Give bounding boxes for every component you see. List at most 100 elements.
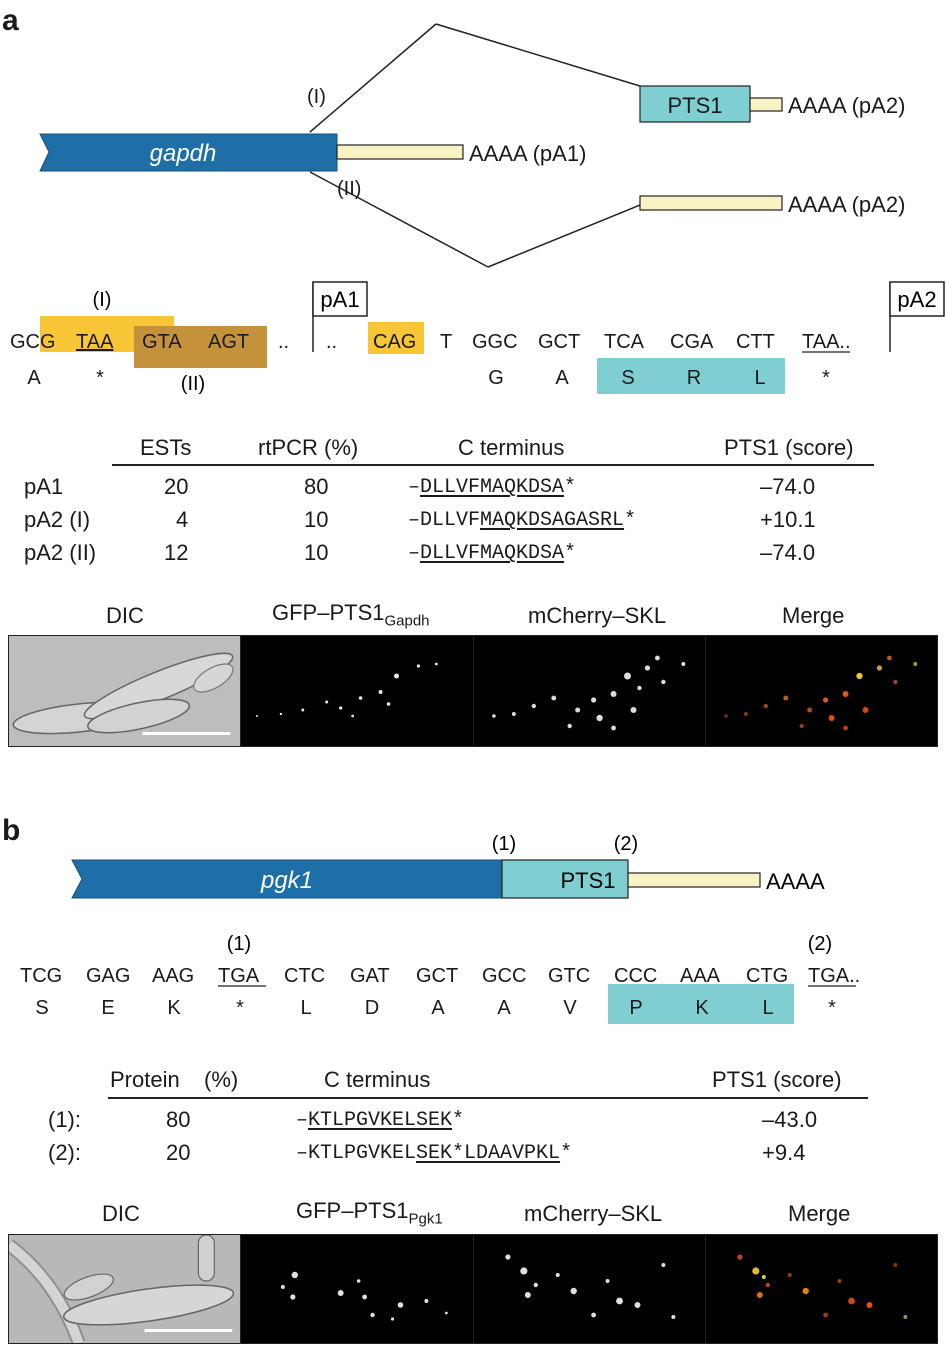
cterm-underlined: DLLVFMAQKDSA <box>420 542 565 565</box>
panel-b-gene-diagram: (1) (2) pgk1 PTS1 AAAA <box>71 833 825 899</box>
pA2-tail-top-label: AAAA (pA2) <box>788 93 905 118</box>
highlight-II <box>134 326 267 368</box>
image-label-mcherry: mCherry–SKL <box>528 603 667 628</box>
pgk1-exon <box>71 859 503 899</box>
gapdh-exon <box>39 133 338 172</box>
panel-b-label: b <box>2 814 21 847</box>
codon: CTT <box>736 331 775 353</box>
gfp-subscript: Pgk1 <box>408 1210 443 1228</box>
pA2-tail-bottom-label: AAAA (pA2) <box>788 192 905 217</box>
amino-acid: V <box>563 997 577 1019</box>
amino-acid: L <box>300 997 311 1019</box>
row-ests: 20 <box>164 474 189 499</box>
codon: TCA <box>604 331 645 353</box>
mcherry-image-a <box>473 636 706 746</box>
highlight-CAG <box>368 322 424 354</box>
splice-line-I-down <box>435 23 641 87</box>
amino-acid: A <box>497 997 511 1019</box>
splice-line-II-down <box>309 171 489 268</box>
panel-a-gene-diagram: gapdh AAAA (pA1) (I) (II) PTS1 AAAA (pA2… <box>39 23 905 268</box>
cterm-prefix: – <box>296 1109 309 1132</box>
codon: GTA <box>142 331 182 353</box>
pgk1-label: pgk1 <box>260 867 313 894</box>
pts1-label-a: PTS1 <box>667 93 722 118</box>
codon: CTG <box>746 965 788 987</box>
pA1-utr <box>336 144 464 160</box>
codon: GAG <box>86 965 130 987</box>
table-a-header-score: PTS1 (score) <box>724 435 854 460</box>
codon-row-b: TCG GAG AAG TGA CTC GAT GCT GCC GTC CCC … <box>20 965 860 987</box>
mark-1-label: (1) <box>492 833 516 855</box>
panel-a-micrographs <box>8 635 938 747</box>
table-b-rule <box>108 1097 868 1099</box>
codon: CGA <box>670 331 714 353</box>
amino-acid: R <box>687 367 701 389</box>
amino-acid: E <box>101 997 114 1019</box>
splice-line-I-up <box>309 23 437 133</box>
pA2-utr-bottom <box>639 195 783 211</box>
image-label-gfp: GFP–PTS1Gapdh <box>272 600 430 629</box>
amino-acid: * <box>96 367 104 389</box>
gfp-name: GFP–PTS1 <box>272 600 385 625</box>
pts1-label-b: PTS1 <box>560 868 615 893</box>
codon: AAG <box>152 965 194 987</box>
cterm-stop: * <box>564 542 577 565</box>
aa-row-a: A * G A S R L * <box>27 367 830 389</box>
cterm-stop: * <box>564 476 577 499</box>
cterm-prefix: –KTLPGVKEL <box>296 1142 417 1165</box>
amino-acid: L <box>762 997 773 1019</box>
gfp-image-b <box>241 1235 474 1343</box>
image-label-mcherry-b: mCherry–SKL <box>524 1201 663 1226</box>
codon: GCG <box>10 331 56 353</box>
amino-acid: * <box>822 367 830 389</box>
amino-acid: A <box>555 367 569 389</box>
codon: GTC <box>548 965 590 987</box>
cterm-underlined: SEK*LDAAVPKL <box>416 1142 561 1165</box>
amino-acid: A <box>27 367 41 389</box>
row-cterm: –DLLVFMAQKDSA* <box>408 544 576 564</box>
table-a-header-cterm: C terminus <box>458 435 565 460</box>
codon: GCC <box>482 965 526 987</box>
highlight-PKL <box>608 984 794 1024</box>
codon: TAA.. <box>802 331 851 353</box>
gfp-subscript: Gapdh <box>384 612 430 630</box>
row-label: pA2 (I) <box>24 507 91 532</box>
codon: GAT <box>350 965 390 987</box>
amino-acid: G <box>488 367 504 389</box>
image-label-merge-b: Merge <box>788 1201 851 1226</box>
row-score: –43.0 <box>762 1107 818 1132</box>
row-ests: 12 <box>164 540 189 565</box>
row-score: –74.0 <box>760 540 816 565</box>
codon-row-a: GCG TAA GTA AGT .. .. CAG T GGC GCT TCA … <box>10 331 851 353</box>
pgk1-utr <box>627 872 761 888</box>
gapdh-label: gapdh <box>150 140 217 167</box>
image-label-merge: Merge <box>782 603 845 628</box>
splice-line-II-up <box>487 204 641 268</box>
cterm-underlined: KTLPGVKELSEK <box>308 1109 453 1132</box>
panel-a-label: a <box>2 4 19 37</box>
codon: CTC <box>284 965 325 987</box>
codon: .. <box>278 331 289 353</box>
dic-image-a <box>9 636 242 746</box>
row-ests: 4 <box>176 507 189 532</box>
codon: AAA <box>680 965 721 987</box>
table-b-header-percent: (%) <box>204 1067 239 1092</box>
aa-row-b: S E K * L D A A V P K L * <box>35 997 836 1019</box>
row-protein: 20 <box>166 1140 191 1165</box>
pA1-tail-label: AAAA (pA1) <box>469 141 586 166</box>
pA2-flag-label: pA2 <box>897 287 936 312</box>
row-score: +9.4 <box>762 1140 806 1165</box>
codon: TAA <box>76 331 114 353</box>
pA1-flag <box>312 281 368 317</box>
mark-2-label: (2) <box>614 833 638 855</box>
amino-acid: A <box>431 997 445 1019</box>
codon: .. <box>326 331 337 353</box>
row-rtpcr: 80 <box>304 474 329 499</box>
amino-acid: K <box>167 997 181 1019</box>
row-label: (2): <box>48 1140 81 1165</box>
pA2-utr-top <box>749 97 783 112</box>
row-score: +10.1 <box>760 507 816 532</box>
cterm-stop: * <box>452 1109 465 1132</box>
codon: TCG <box>20 965 62 987</box>
amino-acid: * <box>236 997 244 1019</box>
